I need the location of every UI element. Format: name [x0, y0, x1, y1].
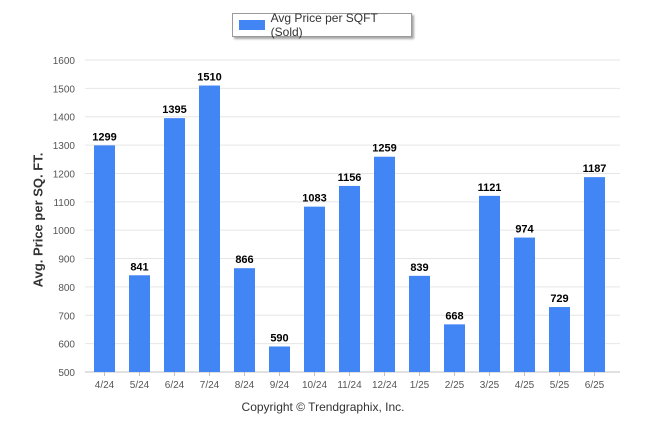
y-tick-label: 800 — [58, 283, 75, 294]
data-label: 590 — [270, 332, 288, 344]
x-tick-label: 9/24 — [270, 380, 290, 391]
bar — [164, 118, 185, 373]
bar — [409, 275, 430, 372]
data-label: 1156 — [338, 172, 362, 184]
y-tick-label: 1400 — [53, 113, 76, 124]
y-tick-label: 1600 — [53, 56, 76, 67]
bar — [199, 85, 220, 372]
y-tick-label: 500 — [58, 368, 75, 379]
data-label: 839 — [410, 262, 428, 274]
data-label: 729 — [550, 293, 568, 305]
legend-swatch — [239, 20, 265, 30]
x-tick-label: 12/24 — [372, 380, 397, 391]
bar — [234, 268, 255, 372]
bar — [374, 156, 395, 372]
bar — [479, 195, 500, 372]
data-label: 1395 — [162, 104, 186, 116]
bar — [94, 145, 115, 372]
data-label: 974 — [515, 224, 534, 236]
bar — [339, 185, 360, 372]
x-tick-label: 3/25 — [480, 380, 500, 391]
data-label: 841 — [130, 261, 148, 273]
bar — [514, 237, 535, 372]
y-tick-label: 1500 — [53, 84, 76, 95]
copyright-text: Copyright © Trendgraphix, Inc. — [241, 400, 405, 414]
bar — [304, 206, 325, 372]
y-tick-label: 1100 — [53, 198, 75, 209]
legend: Avg Price per SQFT (Sold) — [232, 11, 412, 39]
data-label: 1259 — [372, 143, 396, 155]
x-tick-label: 1/25 — [410, 380, 430, 391]
bar — [549, 307, 570, 372]
y-tick-label: 600 — [58, 340, 75, 351]
legend-label: Avg Price per SQFT (Sold) — [270, 11, 378, 39]
data-label: 1187 — [583, 163, 607, 175]
x-tick-label: 5/24 — [130, 380, 150, 391]
data-label: 1299 — [92, 131, 116, 143]
x-tick-label: 4/25 — [515, 380, 535, 391]
data-label: 1083 — [302, 193, 326, 205]
x-tick-label: 2/25 — [445, 380, 465, 391]
x-tick-label: 10/24 — [302, 380, 327, 391]
x-tick-label: 4/24 — [95, 380, 115, 391]
data-label: 1510 — [197, 72, 221, 84]
x-tick-label: 6/25 — [585, 380, 605, 391]
bar — [584, 177, 605, 372]
x-tick-label: 6/24 — [165, 380, 185, 391]
data-label: 1121 — [478, 182, 502, 194]
data-label: 668 — [445, 310, 463, 322]
bar — [444, 324, 465, 372]
data-label: 866 — [235, 254, 253, 266]
x-tick-label: 8/24 — [235, 380, 255, 391]
y-tick-label: 700 — [58, 311, 75, 322]
x-tick-label: 5/25 — [550, 380, 570, 391]
bar — [269, 346, 290, 372]
y-tick-label: 900 — [58, 255, 75, 266]
x-tick-label: 7/24 — [200, 380, 220, 391]
bar — [129, 275, 150, 372]
y-tick-label: 1300 — [53, 141, 76, 152]
x-tick-label: 11/24 — [337, 380, 362, 391]
y-tick-label: 1000 — [53, 226, 76, 237]
y-tick-label: 1200 — [53, 169, 76, 180]
